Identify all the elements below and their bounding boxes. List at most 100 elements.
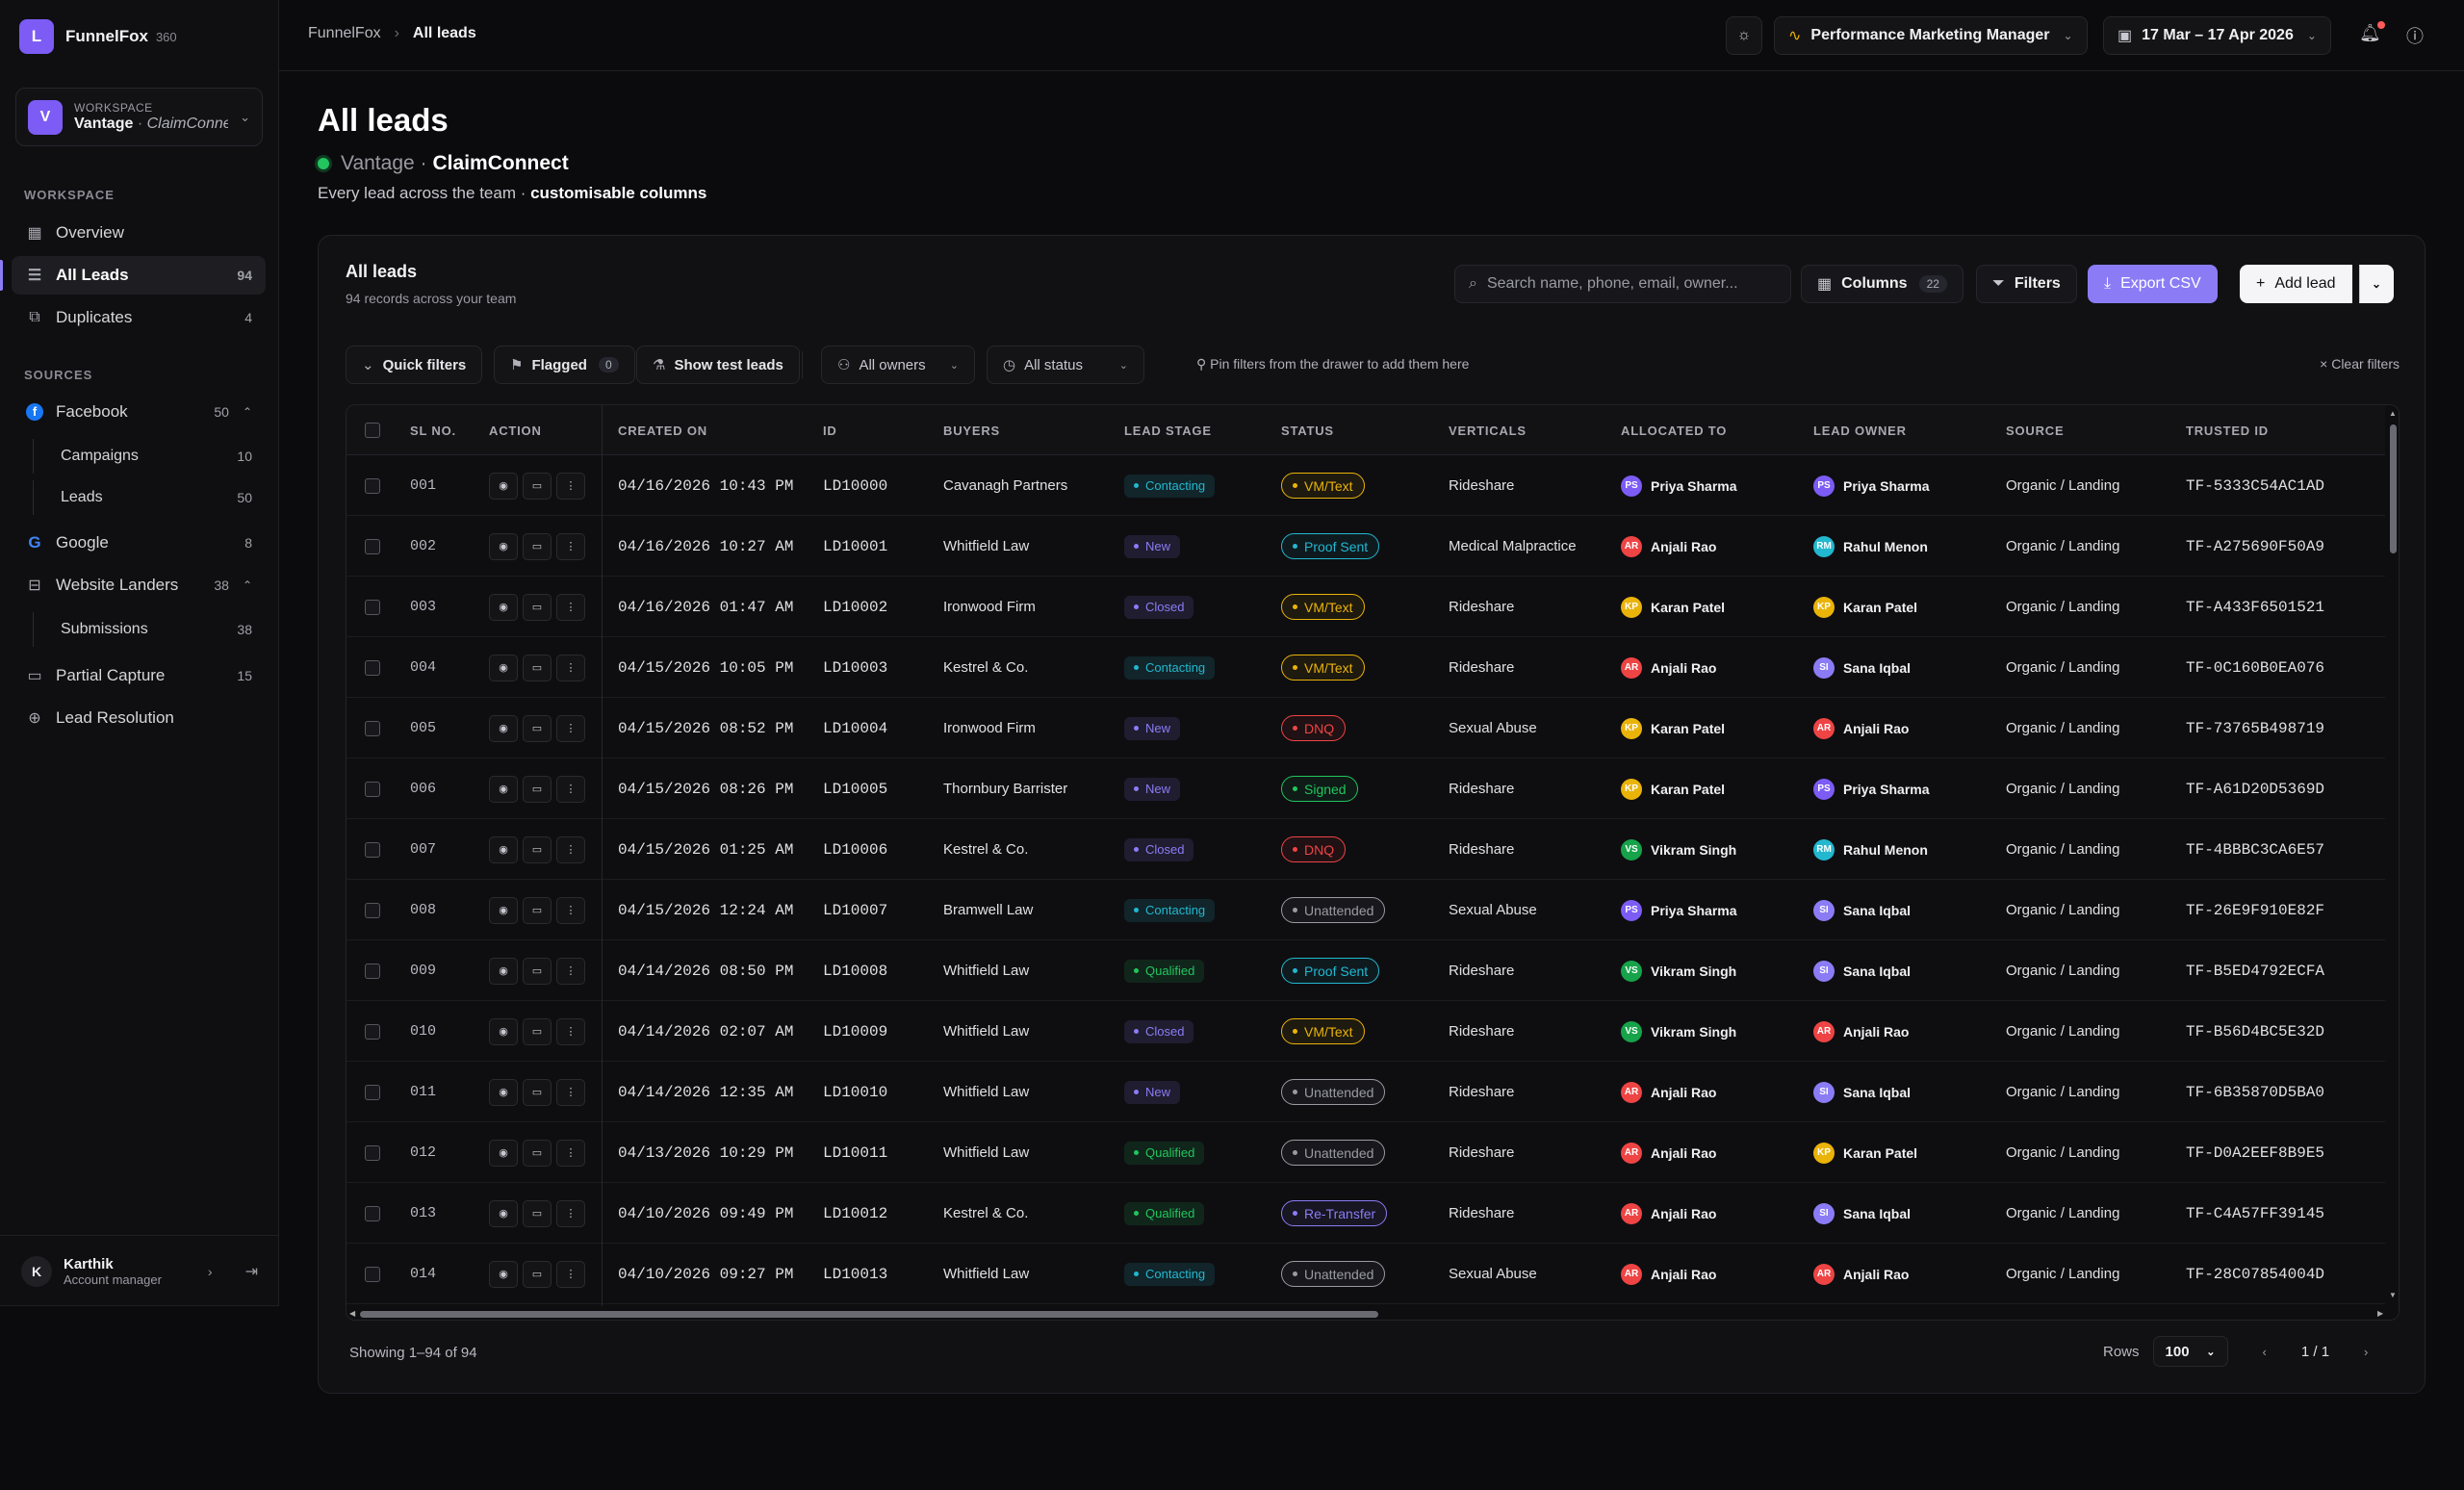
sidebar-item-overview[interactable]: ▦ Overview (12, 214, 266, 252)
status-badge[interactable]: VM/Text (1281, 473, 1365, 499)
flagged-filter[interactable]: ⚑ Flagged 0 (494, 346, 635, 384)
comment-icon[interactable]: ▭ (523, 1078, 552, 1106)
eye-icon[interactable]: ◉ (489, 957, 518, 985)
theme-toggle-button[interactable]: ☼ (1726, 16, 1762, 55)
lead-id[interactable]: LD10011 (823, 1143, 888, 1162)
horizontal-scrollbar[interactable]: ◀ ▶ (346, 1306, 2399, 1320)
brand[interactable]: L FunnelFox 360 (19, 19, 177, 54)
sidebar-item-lead-resolution[interactable]: ⊕ Lead Resolution (12, 699, 266, 737)
table-row[interactable]: 006 ◉ ▭ ⋮ 04/15/2026 08:26 PM LD10005 Thornbur… (346, 758, 2399, 819)
status-badge[interactable]: Re-Transfer (1281, 1200, 1388, 1226)
allocated-to[interactable]: VS Vikram Singh (1621, 960, 1736, 982)
vertical-scrollbar[interactable]: ▲ ▼ (2385, 405, 2399, 1306)
next-page-icon[interactable]: › (2364, 1344, 2369, 1359)
more-icon[interactable]: ⋮ (556, 957, 585, 985)
status-badge[interactable]: Signed (1281, 776, 1358, 802)
more-icon[interactable]: ⋮ (556, 654, 585, 681)
more-icon[interactable]: ⋮ (556, 1017, 585, 1045)
table-row[interactable]: 007 ◉ ▭ ⋮ 04/15/2026 01:25 AM LD10006 Kestrel … (346, 819, 2399, 880)
role-select[interactable]: ∿ Performance Marketing Manager ⌄ (1774, 16, 2088, 55)
filters-button[interactable]: ⏷ Filters (1976, 265, 2077, 303)
comment-icon[interactable]: ▭ (523, 1260, 552, 1288)
lead-owner[interactable]: PS Priya Sharma (1813, 475, 1930, 497)
lead-id[interactable]: LD10008 (823, 962, 888, 980)
table-row[interactable]: 003 ◉ ▭ ⋮ 04/16/2026 01:47 AM LD10002 Ironwood… (346, 577, 2399, 637)
comment-icon[interactable]: ▭ (523, 1139, 552, 1167)
more-icon[interactable]: ⋮ (556, 775, 585, 803)
comment-icon[interactable]: ▭ (523, 714, 552, 742)
table-row[interactable]: 001 ◉ ▭ ⋮ 04/16/2026 10:43 PM LD10000 Cavanagh… (346, 455, 2399, 516)
scroll-down-icon[interactable]: ▼ (2389, 1291, 2397, 1299)
lead-owner[interactable]: RM Rahul Menon (1813, 535, 1928, 557)
status-badge[interactable]: VM/Text (1281, 1018, 1365, 1044)
lead-id[interactable]: LD10003 (823, 658, 888, 677)
status-badge[interactable]: Unattended (1281, 1140, 1386, 1166)
clear-filters-button[interactable]: × Clear filters (2320, 356, 2400, 372)
checkbox[interactable] (365, 423, 380, 438)
eye-icon[interactable]: ◉ (489, 472, 518, 500)
lead-owner[interactable]: KP Karan Patel (1813, 596, 1917, 618)
column-header-created[interactable]: CREATED ON (618, 424, 707, 438)
quick-filters-button[interactable]: ⌄ Quick filters (346, 346, 483, 384)
more-icon[interactable]: ⋮ (556, 714, 585, 742)
help-icon[interactable]: ⓘ (2406, 27, 2424, 46)
lead-owner[interactable]: SI Sana Iqbal (1813, 1202, 1911, 1224)
more-icon[interactable]: ⋮ (556, 1139, 585, 1167)
breadcrumb-root[interactable]: FunnelFox (308, 25, 381, 41)
checkbox[interactable] (365, 1205, 380, 1221)
checkbox[interactable] (365, 477, 380, 494)
lead-owner[interactable]: KP Karan Patel (1813, 1142, 1917, 1164)
more-icon[interactable]: ⋮ (556, 1078, 585, 1106)
allocated-to[interactable]: PS Priya Sharma (1621, 475, 1737, 497)
lead-owner[interactable]: RM Rahul Menon (1813, 838, 1928, 861)
allocated-to[interactable]: KP Karan Patel (1621, 778, 1725, 800)
lead-owner[interactable]: SI Sana Iqbal (1813, 656, 1911, 679)
column-header-id[interactable]: ID (823, 424, 837, 438)
checkbox[interactable] (365, 963, 380, 979)
comment-icon[interactable]: ▭ (523, 532, 552, 560)
checkbox[interactable] (365, 720, 380, 736)
eye-icon[interactable]: ◉ (489, 775, 518, 803)
status-badge[interactable]: Proof Sent (1281, 958, 1380, 984)
column-header-status[interactable]: STATUS (1281, 424, 1334, 438)
eye-icon[interactable]: ◉ (489, 1017, 518, 1045)
comment-icon[interactable]: ▭ (523, 835, 552, 863)
allocated-to[interactable]: AR Anjali Rao (1621, 535, 1716, 557)
comment-icon[interactable]: ▭ (523, 472, 552, 500)
status-badge[interactable]: Unattended (1281, 897, 1386, 923)
checkbox[interactable] (365, 599, 380, 615)
lead-owner[interactable]: PS Priya Sharma (1813, 778, 1930, 800)
checkbox[interactable] (365, 781, 380, 797)
allocated-to[interactable]: AR Anjali Rao (1621, 1081, 1716, 1103)
checkbox[interactable] (365, 1023, 380, 1040)
status-badge[interactable]: Proof Sent (1281, 533, 1380, 559)
allocated-to[interactable]: KP Karan Patel (1621, 596, 1725, 618)
add-lead-button[interactable]: + Add lead (2240, 265, 2352, 303)
comment-icon[interactable]: ▭ (523, 593, 552, 621)
eye-icon[interactable]: ◉ (489, 593, 518, 621)
more-icon[interactable]: ⋮ (556, 593, 585, 621)
more-icon[interactable]: ⋮ (556, 472, 585, 500)
allocated-to[interactable]: AR Anjali Rao (1621, 1142, 1716, 1164)
more-icon[interactable]: ⋮ (556, 1260, 585, 1288)
eye-icon[interactable]: ◉ (489, 714, 518, 742)
column-header-buyers[interactable]: BUYERS (943, 424, 1000, 438)
scroll-up-icon[interactable]: ▲ (2389, 409, 2397, 418)
allocated-to[interactable]: AR Anjali Rao (1621, 656, 1716, 679)
allocated-to[interactable]: KP Karan Patel (1621, 717, 1725, 739)
allocated-to[interactable]: VS Vikram Singh (1621, 838, 1736, 861)
logout-icon[interactable]: ⇥ (244, 1263, 258, 1280)
column-header-owner[interactable]: LEAD OWNER (1813, 424, 1907, 438)
eye-icon[interactable]: ◉ (489, 1260, 518, 1288)
comment-icon[interactable]: ▭ (523, 1017, 552, 1045)
sidebar-item-website-landers[interactable]: ⊟ Website Landers 38 ⌃ (12, 566, 266, 604)
scrollbar-thumb[interactable] (360, 1311, 1378, 1318)
select-all-checkbox[interactable] (365, 405, 380, 455)
comment-icon[interactable]: ▭ (523, 1199, 552, 1227)
column-header-source[interactable]: SOURCE (2006, 424, 2065, 438)
eye-icon[interactable]: ◉ (489, 1078, 518, 1106)
allocated-to[interactable]: VS Vikram Singh (1621, 1020, 1736, 1042)
sidebar-item-leads[interactable]: Leads 50 (33, 480, 266, 515)
export-csv-button[interactable]: ⤓ Export CSV (2088, 265, 2218, 303)
status-badge[interactable]: DNQ (1281, 715, 1347, 741)
